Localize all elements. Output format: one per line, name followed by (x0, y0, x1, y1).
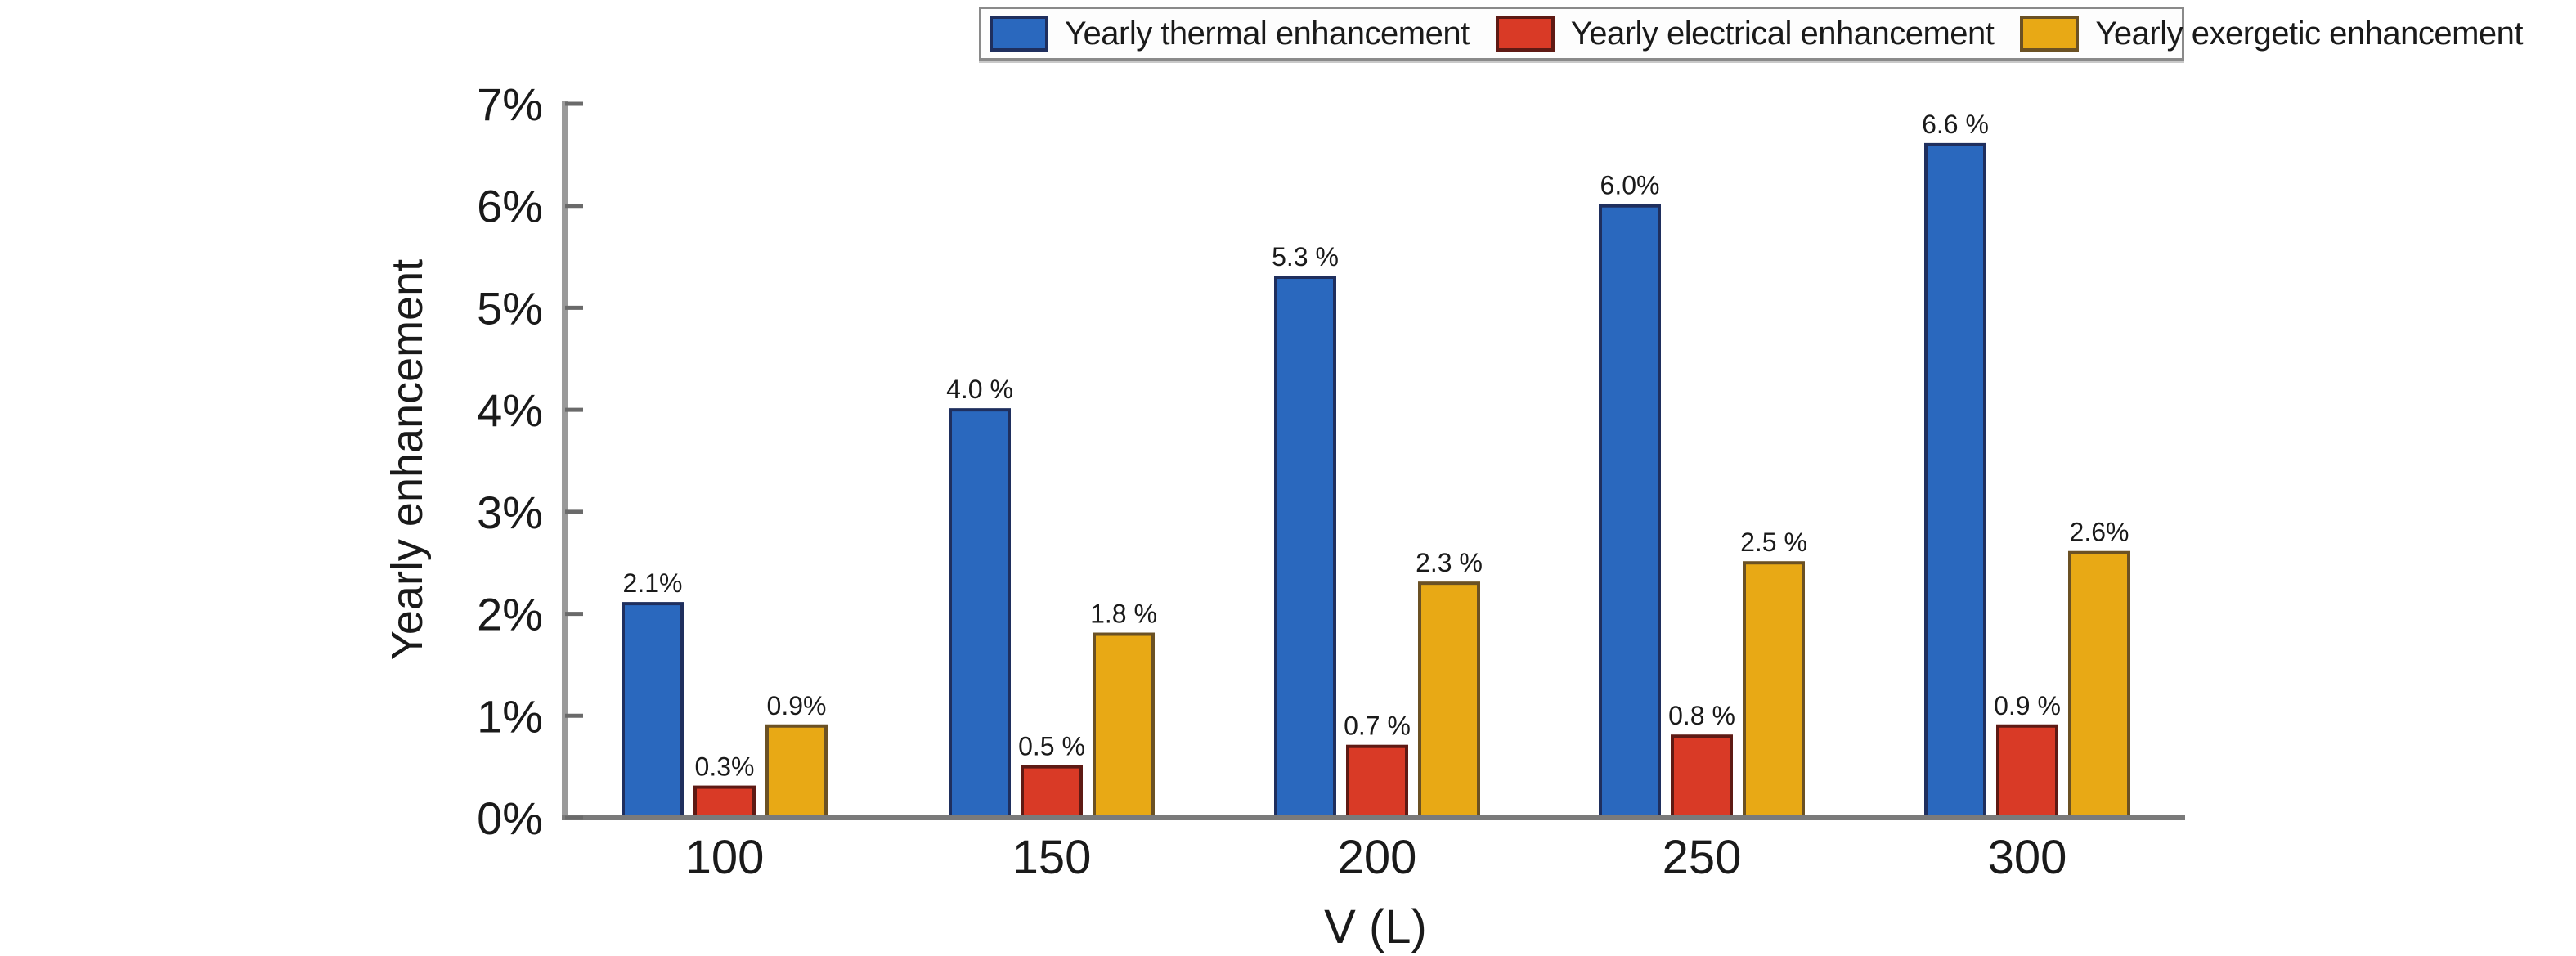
axes-layer (562, 101, 2185, 820)
data-label-electrical-250: 0.8 % (1668, 701, 1735, 730)
bar-exergetic-300 (2068, 550, 2130, 819)
y-tick-label: 2% (477, 589, 543, 640)
data-label-exergetic-300: 2.6% (2070, 518, 2129, 547)
legend-label-exergetic: Yearly exergetic enhancement (2095, 15, 2524, 52)
data-label-exergetic-250: 2.5 % (1740, 527, 1807, 557)
bar-thermal-250 (1599, 204, 1661, 819)
bar-electrical-150 (1021, 765, 1083, 820)
bar-exergetic-150 (1093, 632, 1155, 819)
bar-thermal-150 (949, 408, 1011, 819)
bar-electrical-200 (1346, 744, 1408, 820)
chart-legend: Yearly thermal enhancement Yearly electr… (979, 7, 2524, 61)
data-label-thermal-300: 6.6 % (1922, 110, 1989, 139)
bar-electrical-300 (1996, 724, 2058, 819)
data-label-exergetic-200: 2.3 % (1416, 548, 1483, 577)
x-axis-title: V (L) (1324, 900, 1427, 954)
y-tick-label: 4% (477, 384, 543, 436)
data-label-exergetic-100: 0.9% (767, 691, 827, 720)
legend-label-electrical: Yearly electrical enhancement (1570, 15, 1995, 52)
bar-exergetic-250 (1743, 561, 1805, 819)
y-tick-label: 7% (477, 79, 543, 130)
y-axis-title: Yearly enhancement (383, 259, 432, 660)
bar-exergetic-100 (765, 724, 828, 819)
legend-swatch-thermal (990, 16, 1048, 52)
y-tick-label: 5% (477, 282, 543, 334)
labels-layer: 2.1% 4.0 % 5.3 % 6.0% 6.6 % 0.3% 0.5 % 0.7 % 0.8… (623, 110, 2129, 782)
x-tick-label: 200 (1338, 831, 1417, 884)
data-label-thermal-150: 4.0 % (946, 375, 1013, 404)
data-label-exergetic-150: 1.8 % (1090, 599, 1157, 629)
data-label-thermal-200: 5.3 % (1272, 242, 1339, 272)
y-tick-label: 1% (477, 690, 543, 742)
bar-thermal-200 (1274, 276, 1336, 819)
x-tick-label: 100 (685, 831, 765, 884)
legend-label-thermal: Yearly thermal enhancement (1065, 15, 1470, 52)
ticks-layer: 0% 1% 2% 3% 4% 5% 6% 7% 100 150 200 250 300 (477, 79, 2067, 884)
legend-item-exergetic: Yearly exergetic enhancement (2020, 15, 2524, 52)
bar-exergetic-200 (1418, 581, 1480, 820)
data-label-thermal-250: 6.0% (1600, 171, 1660, 200)
bars-layer (622, 142, 2130, 820)
y-tick-label: 6% (477, 181, 543, 232)
legend-item-thermal: Yearly thermal enhancement (990, 16, 1470, 52)
x-tick-label: 300 (1988, 831, 2067, 884)
data-label-electrical-200: 0.7 % (1344, 711, 1411, 741)
legend-swatch-exergetic (2020, 16, 2080, 52)
y-tick-label: 3% (477, 487, 543, 538)
x-tick-label: 250 (1663, 831, 1742, 884)
bar-thermal-100 (622, 602, 684, 819)
x-tick-label: 150 (1012, 831, 1092, 884)
bar-thermal-300 (1924, 142, 1986, 819)
data-label-electrical-100: 0.3% (695, 752, 755, 782)
bar-electrical-250 (1671, 734, 1733, 820)
legend-swatch-electrical (1495, 16, 1555, 52)
legend-item-electrical: Yearly electrical enhancement (1495, 15, 1995, 52)
data-label-electrical-150: 0.5 % (1018, 732, 1085, 761)
data-label-thermal-100: 2.1% (623, 568, 683, 598)
data-label-electrical-300: 0.9 % (1994, 691, 2061, 720)
y-tick-label: 0% (477, 792, 543, 844)
bar-electrical-100 (693, 785, 756, 819)
